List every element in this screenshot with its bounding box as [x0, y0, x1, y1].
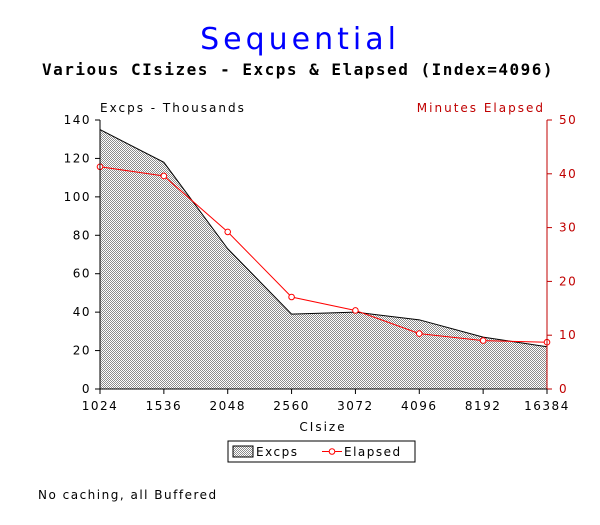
left-tick-label: 40: [73, 305, 91, 319]
x-tick-label: 4096: [401, 399, 438, 413]
x-tick-label: 2560: [273, 399, 310, 413]
x-axis-ticks: 1024 1536 2048 2560 3072 4096 8192 16384: [82, 389, 570, 413]
left-tick-label: 100: [64, 190, 91, 204]
right-tick-label: 30: [559, 221, 577, 235]
chart-subtitle: Various CIsizes - Excps & Elapsed (Index…: [42, 60, 554, 79]
plot-area: [96, 129, 551, 389]
excps-area-outline: [99, 129, 548, 348]
legend-swatch-elapsed-marker: [328, 448, 336, 455]
chart-title: Sequential: [200, 22, 400, 57]
right-axis-label: Minutes Elapsed: [417, 101, 545, 115]
x-axis-label: CIsize: [299, 420, 346, 434]
legend-label-elapsed: Elapsed: [344, 445, 402, 459]
right-tick-label: 0: [559, 382, 568, 396]
footnote: No caching, all Buffered: [38, 488, 218, 502]
right-tick-label: 10: [559, 328, 577, 342]
elapsed-point: [415, 330, 423, 337]
excps-area: [100, 129, 547, 389]
legend-box: [227, 440, 416, 463]
elapsed-point: [479, 337, 487, 344]
x-tick-label: 1536: [146, 399, 183, 413]
x-tick-label: 16384: [524, 399, 570, 413]
right-tick-label: 40: [559, 167, 577, 181]
x-tick-label: 1024: [82, 399, 119, 413]
left-tick-label: 20: [73, 344, 91, 358]
elapsed-line: [99, 166, 548, 343]
left-tick-label: 120: [64, 151, 91, 165]
elapsed-point: [160, 172, 168, 180]
left-axis-label: Excps - Thousands: [100, 101, 246, 115]
right-tick-label: 20: [559, 274, 577, 288]
left-tick-label: 140: [64, 113, 91, 127]
x-tick-label: 8192: [465, 399, 502, 413]
left-axis-ticks: 0 20 40 60 80 100 120 140: [64, 113, 100, 396]
left-tick-label: 80: [73, 228, 91, 242]
legend-label-excps: Excps: [256, 445, 298, 459]
axes: [99, 120, 548, 390]
legend-swatch-excps: [232, 445, 254, 458]
x-tick-label: 3072: [337, 399, 374, 413]
left-tick-label: 0: [82, 382, 91, 396]
left-tick-label: 60: [73, 267, 91, 281]
right-tick-label: 50: [559, 113, 577, 127]
elapsed-point: [352, 307, 359, 314]
elapsed-point: [224, 228, 232, 236]
x-tick-label: 2048: [209, 399, 246, 413]
legend: Excps Elapsed: [227, 440, 416, 463]
right-axis-ticks: 0 10 20 30 40 50: [547, 113, 577, 396]
elapsed-point: [288, 293, 295, 301]
